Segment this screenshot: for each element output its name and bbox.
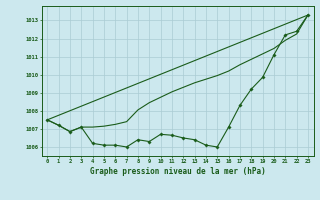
X-axis label: Graphe pression niveau de la mer (hPa): Graphe pression niveau de la mer (hPa) bbox=[90, 167, 266, 176]
